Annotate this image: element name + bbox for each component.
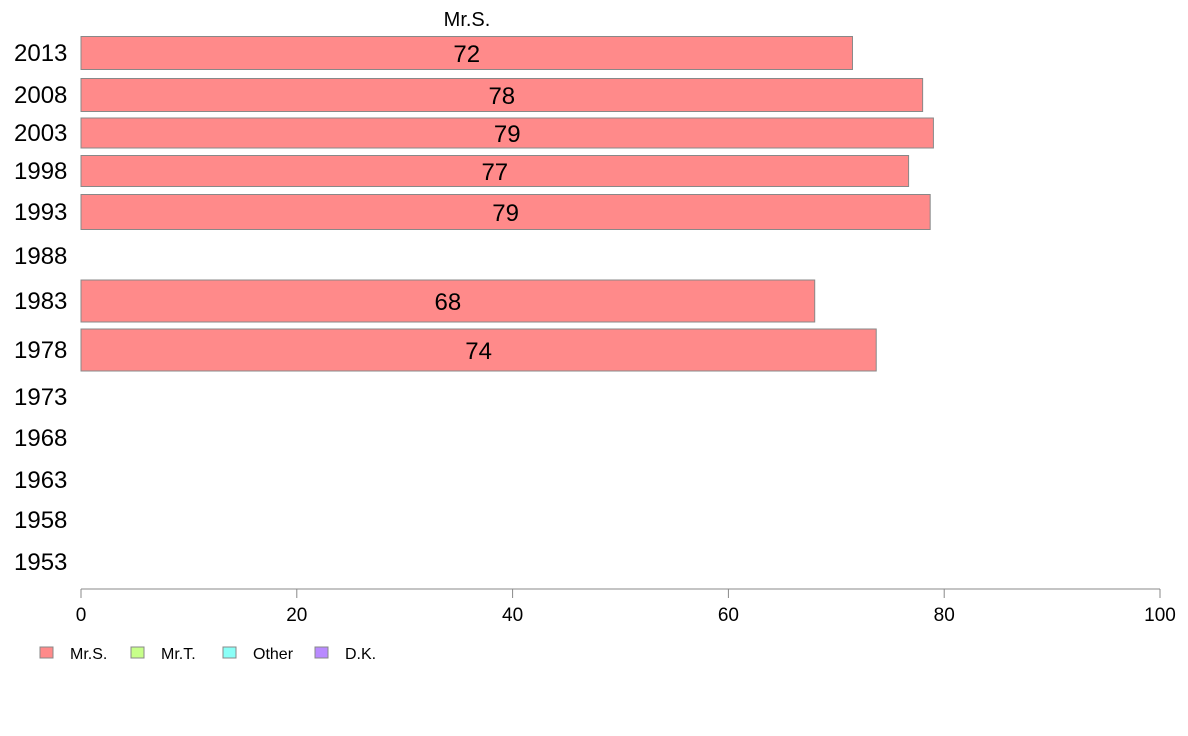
category-labels: 2013 2008 2003 1998 1993 1988 1983 1978 1973 1968… — [14, 40, 67, 576]
bar-value-label: 72 — [453, 41, 480, 68]
x-tick-label: 80 — [934, 605, 955, 626]
legend-label: Mr.T. — [161, 646, 196, 663]
category-label: 1988 — [14, 243, 67, 270]
legend-swatch — [314, 646, 329, 659]
category-label: 1968 — [14, 425, 67, 452]
bar-value-label: 68 — [435, 289, 462, 316]
category-label: 1998 — [14, 158, 67, 185]
x-tick-label: 100 — [1144, 605, 1176, 626]
category-label: 1963 — [14, 467, 67, 494]
bar — [80, 328, 877, 372]
x-tick-label: 40 — [502, 605, 523, 626]
category-label: 2008 — [14, 82, 67, 109]
bar — [80, 78, 924, 112]
bars-group — [80, 36, 934, 372]
bar-value-label: 78 — [488, 83, 515, 110]
category-label: 2013 — [14, 40, 67, 67]
x-axis: 0 20 40 60 80 100 — [76, 588, 1176, 626]
x-tick-label: 20 — [286, 605, 307, 626]
bar-value-label: 79 — [494, 121, 521, 148]
legend-label: Other — [253, 646, 294, 663]
legend-swatch — [39, 646, 54, 659]
legend-label: D.K. — [345, 646, 376, 663]
bar — [80, 279, 816, 323]
bar-value-label: 74 — [465, 338, 492, 365]
series-title: Mr.S. — [444, 9, 491, 31]
bar — [80, 117, 934, 149]
category-label: 1953 — [14, 549, 67, 576]
category-label: 1978 — [14, 337, 67, 364]
category-label: 1993 — [14, 199, 67, 226]
bar — [80, 194, 931, 230]
category-label: 1983 — [14, 288, 67, 315]
x-tick-label: 0 — [76, 605, 87, 626]
category-label: 2003 — [14, 120, 67, 147]
bar-value-label: 79 — [492, 200, 519, 227]
category-label: 1973 — [14, 384, 67, 411]
legend-swatch — [130, 646, 145, 659]
x-tick-label: 60 — [718, 605, 739, 626]
bar-value-label: 77 — [481, 159, 508, 186]
legend-swatch — [222, 646, 237, 659]
bar — [80, 36, 853, 70]
category-label: 1958 — [14, 507, 67, 534]
bar — [80, 155, 910, 187]
legend: Mr.S. Mr.T. Other D.K. — [39, 646, 376, 663]
legend-label: Mr.S. — [70, 646, 107, 663]
